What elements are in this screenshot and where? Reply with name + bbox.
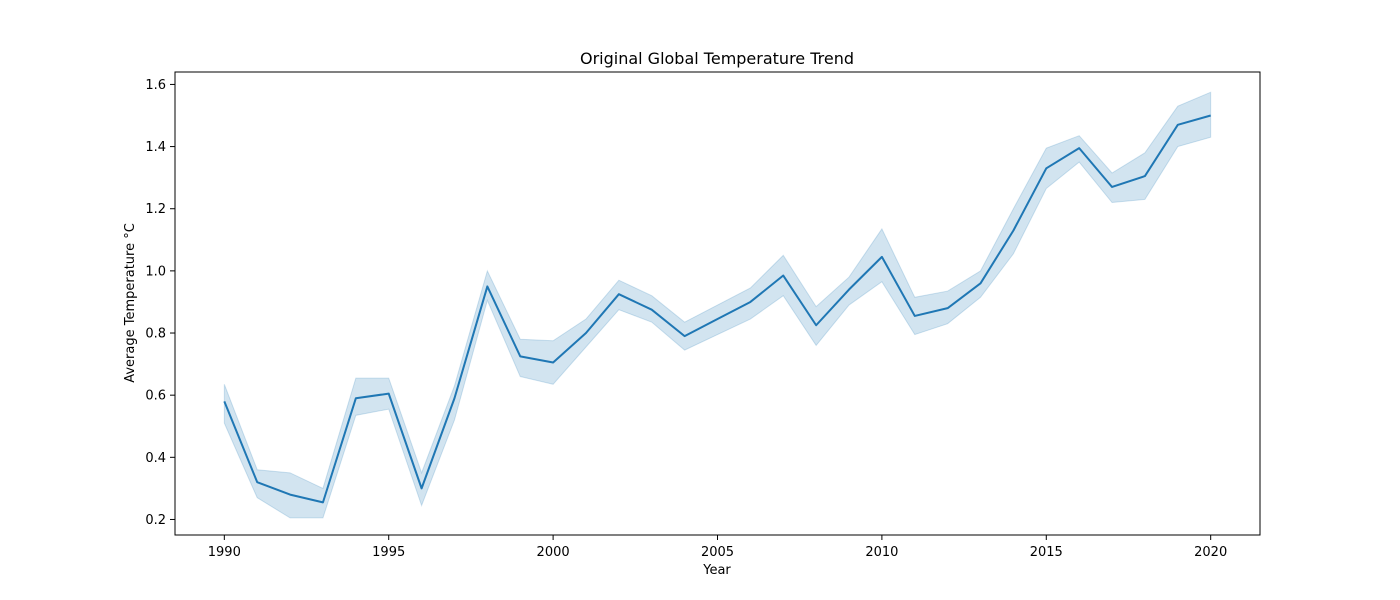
y-tick-label: 1.0 bbox=[145, 264, 166, 279]
x-tick-label: 1990 bbox=[208, 545, 241, 560]
temperature-line bbox=[223, 114, 1211, 504]
y-axis-label: Average Temperature °C bbox=[123, 223, 138, 383]
x-tick-label: 2015 bbox=[1030, 545, 1063, 560]
x-axis-label: Year bbox=[702, 563, 731, 578]
x-tick-label: 2010 bbox=[865, 545, 898, 560]
y-tick-label: 0.4 bbox=[145, 451, 166, 466]
x-tick-label: 2005 bbox=[701, 545, 734, 560]
y-tick-label: 1.4 bbox=[145, 140, 166, 155]
x-axis: 1990 1995 2000 2005 2010 2015 2020 bbox=[208, 535, 1227, 560]
chart-title: Original Global Temperature Trend bbox=[580, 49, 854, 68]
confidence-band bbox=[223, 91, 1212, 519]
y-tick-label: 0.8 bbox=[145, 327, 166, 342]
y-tick-label: 0.2 bbox=[145, 513, 166, 528]
y-tick-label: 1.2 bbox=[145, 202, 166, 217]
y-axis: 0.2 0.4 0.6 0.8 1.0 1.2 1.4 1.6 bbox=[145, 78, 175, 528]
y-tick-label: 0.6 bbox=[145, 389, 166, 404]
x-tick-label: 2000 bbox=[537, 545, 570, 560]
y-tick-label: 1.6 bbox=[145, 78, 166, 93]
x-tick-label: 2020 bbox=[1194, 545, 1227, 560]
x-tick-label: 1995 bbox=[372, 545, 405, 560]
plot-area bbox=[223, 91, 1212, 519]
